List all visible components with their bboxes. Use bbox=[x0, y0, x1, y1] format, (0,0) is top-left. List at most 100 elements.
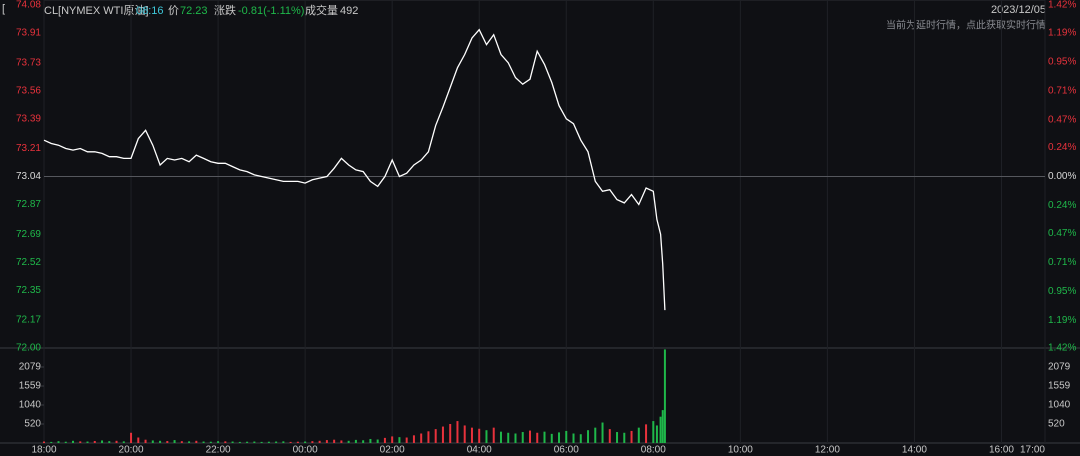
volume-bar bbox=[565, 430, 568, 443]
y-tick-label: 73.39 bbox=[16, 113, 41, 124]
volume-bar bbox=[238, 441, 241, 443]
volume-bar bbox=[209, 441, 212, 443]
volume-bar bbox=[101, 440, 104, 443]
volume-bar bbox=[188, 441, 191, 443]
volume-bar bbox=[434, 429, 437, 443]
y2-tick-label: 0.71% bbox=[1048, 257, 1076, 268]
volume-bar bbox=[536, 432, 539, 443]
volume-bar bbox=[180, 441, 183, 443]
x-tick-label: 02:00 bbox=[380, 445, 405, 456]
volume-bar bbox=[412, 435, 415, 443]
volume-bar bbox=[333, 439, 336, 443]
volume-bar bbox=[130, 432, 133, 443]
volume-bar bbox=[616, 432, 619, 443]
bracket: [ bbox=[2, 3, 5, 15]
x-tick-label: 10:00 bbox=[728, 445, 753, 456]
volume-bar bbox=[354, 439, 357, 443]
delay-notice[interactable]: 当前为延时行情，点此获取实时行情 bbox=[886, 19, 1046, 32]
x-tick-label: 20:00 bbox=[119, 445, 144, 456]
volume-bar bbox=[608, 429, 611, 443]
volume-bar bbox=[391, 436, 394, 443]
volume-bar bbox=[383, 437, 386, 443]
volume-bar bbox=[630, 430, 633, 443]
volume-bar bbox=[441, 426, 444, 443]
y-tick-label: 73.21 bbox=[16, 143, 41, 154]
volume-bar bbox=[659, 416, 662, 443]
y-tick-label: 74.08 bbox=[16, 0, 41, 11]
y2-tick-label: 1559 bbox=[1048, 381, 1071, 392]
volume-bar bbox=[420, 433, 423, 443]
y2-tick-label: 2079 bbox=[1048, 362, 1071, 373]
x-tick-label: 17:00 bbox=[1020, 445, 1045, 456]
volume-bar bbox=[195, 440, 198, 443]
volume-bar bbox=[217, 441, 220, 443]
volume-bar bbox=[159, 440, 162, 443]
volume-bar bbox=[652, 421, 655, 443]
volume-bar bbox=[304, 441, 307, 443]
y-tick-label: 1040 bbox=[19, 400, 42, 411]
volume-bar bbox=[427, 431, 430, 443]
date: 2023/12/05 bbox=[991, 4, 1046, 16]
volume-bar bbox=[231, 441, 234, 443]
y2-tick-label: 0.95% bbox=[1048, 286, 1076, 297]
volume-bar bbox=[57, 441, 60, 443]
volume-bar bbox=[64, 441, 67, 443]
volume-bar bbox=[86, 441, 89, 443]
volume-bar bbox=[311, 441, 314, 443]
volume-bar bbox=[282, 441, 285, 443]
volume-bar bbox=[362, 440, 365, 443]
y-tick-label: 72.35 bbox=[16, 285, 41, 296]
volume-bar bbox=[579, 434, 582, 443]
volume-bar bbox=[463, 425, 466, 443]
volume-bar bbox=[340, 440, 343, 443]
volume-bar bbox=[72, 440, 75, 443]
volume-bar bbox=[173, 440, 176, 443]
y2-tick-label: 520 bbox=[1048, 419, 1065, 430]
volume-bar bbox=[587, 430, 590, 443]
volume-bar bbox=[224, 441, 227, 443]
volume-bar bbox=[318, 440, 321, 443]
volume-bar bbox=[507, 432, 510, 443]
y2-tick-label: 1.19% bbox=[1048, 315, 1076, 326]
y2-tick-label: 1.42% bbox=[1048, 343, 1076, 354]
volume-bar bbox=[289, 441, 292, 443]
volume-bar bbox=[267, 441, 270, 443]
volume-bar bbox=[637, 427, 640, 443]
volume-bar bbox=[601, 422, 604, 443]
y2-tick-label: 0.24% bbox=[1048, 142, 1076, 153]
volume-bar bbox=[166, 440, 169, 443]
x-tick-label: 14:00 bbox=[902, 445, 927, 456]
y-tick-label: 73.56 bbox=[16, 85, 41, 96]
volume-bar bbox=[594, 427, 597, 443]
volume-bar bbox=[325, 440, 328, 443]
volume-bar bbox=[347, 440, 350, 443]
volume-bar bbox=[514, 433, 517, 443]
volume-bar bbox=[93, 440, 96, 443]
volume-bar bbox=[521, 432, 524, 443]
symbol: CL[NYMEX WTI原油] bbox=[44, 3, 149, 17]
price-line bbox=[43, 28, 666, 311]
volume-bar bbox=[144, 439, 147, 443]
volume: 492 bbox=[340, 5, 358, 17]
y-tick-label: 73.73 bbox=[16, 57, 41, 68]
y2-tick-label: 0.47% bbox=[1048, 114, 1076, 125]
y-tick-label: 72.69 bbox=[16, 229, 41, 240]
x-tick-label: 18:00 bbox=[31, 445, 56, 456]
volume-bar bbox=[202, 441, 205, 443]
y-tick-label: 520 bbox=[24, 419, 41, 430]
volume-bar bbox=[108, 441, 111, 443]
y-tick-label: 72.87 bbox=[16, 199, 41, 210]
x-tick-label: 06:00 bbox=[554, 445, 579, 456]
quote-time: 08:16 bbox=[136, 5, 164, 17]
price: 72.23 bbox=[180, 5, 208, 17]
volume-bar bbox=[449, 423, 452, 443]
x-tick-label: 22:00 bbox=[206, 445, 231, 456]
volume-bar bbox=[558, 432, 561, 443]
volume-bar bbox=[499, 431, 502, 443]
volume-bar bbox=[528, 430, 531, 443]
y-tick-label: 72.17 bbox=[16, 315, 41, 326]
change-label: 涨跌 bbox=[214, 3, 236, 17]
x-tick-label: 04:00 bbox=[467, 445, 492, 456]
